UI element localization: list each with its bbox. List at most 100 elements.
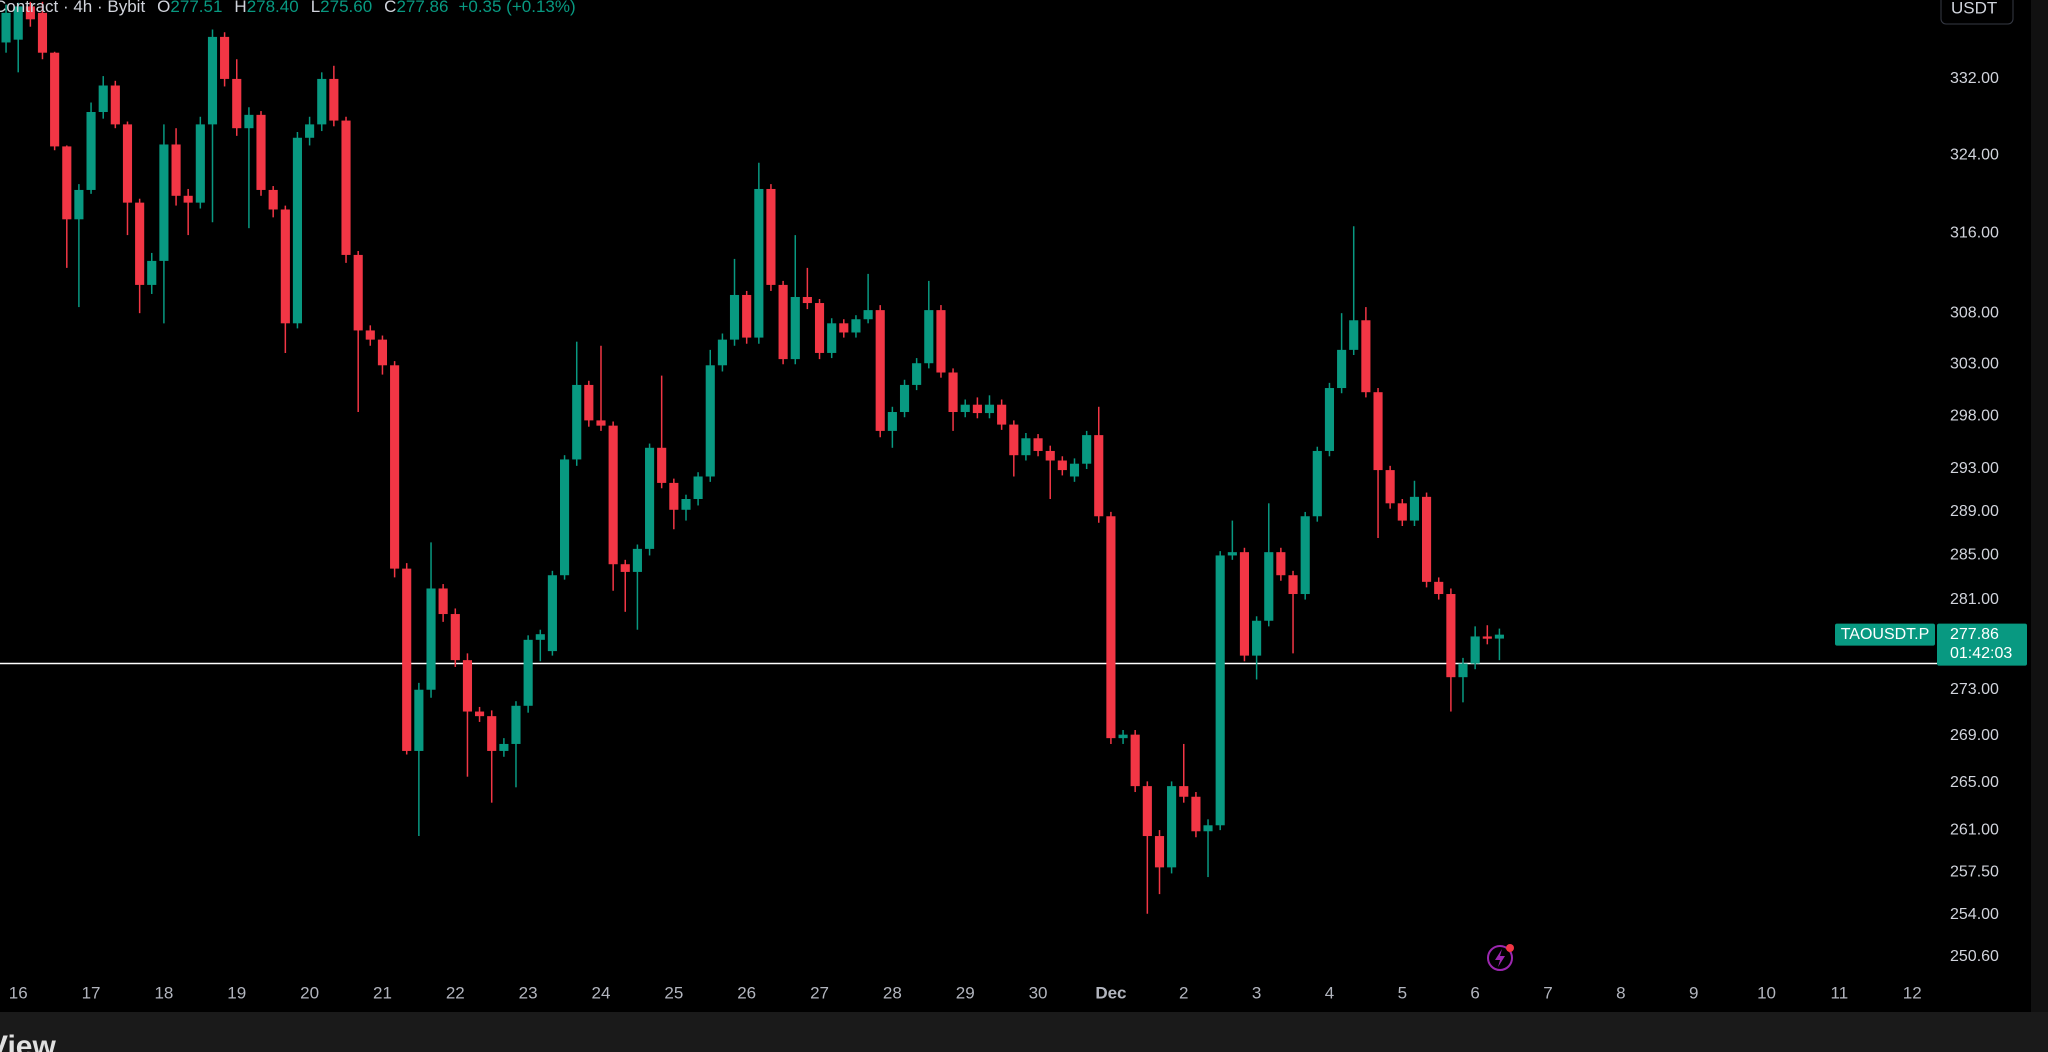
candle-body: [1482, 636, 1492, 639]
candle: [353, 250, 363, 413]
candle: [292, 132, 302, 329]
candle-body: [863, 310, 873, 320]
candle-body: [1094, 435, 1104, 517]
candle: [1009, 420, 1019, 477]
candle-body: [1082, 435, 1092, 464]
alert-icon[interactable]: [1487, 944, 1514, 971]
ohlc-value: 277.51: [170, 0, 223, 16]
ohlc-key: C: [384, 0, 397, 16]
candle: [1385, 465, 1395, 509]
candle-body: [474, 711, 485, 717]
x-tick-label: 10: [1757, 983, 1776, 1002]
candle-body: [1239, 552, 1250, 656]
candle-body: [280, 209, 290, 324]
candle-body: [1494, 634, 1504, 639]
candle: [1057, 456, 1067, 476]
candle-body: [1337, 349, 1347, 389]
candle: [827, 318, 837, 359]
candle-body: [1288, 575, 1298, 595]
candle: [1446, 588, 1456, 712]
price-tag: [1937, 623, 2027, 666]
candle-body: [292, 137, 302, 324]
x-tick-label: 24: [592, 983, 611, 1002]
candle: [705, 349, 715, 482]
candle-body: [1203, 825, 1213, 832]
candle: [997, 399, 1007, 430]
candle: [681, 494, 691, 521]
candle-body: [220, 36, 230, 79]
candle-body: [1361, 320, 1371, 393]
candle: [207, 29, 218, 223]
x-tick-label: 9: [1689, 983, 1698, 1002]
candle: [1106, 511, 1116, 744]
candle-body: [754, 188, 764, 338]
x-tick-label: 11: [1831, 983, 1849, 1002]
candle-body: [1397, 503, 1407, 521]
candle-body: [560, 459, 570, 576]
candle-body: [912, 363, 922, 385]
candle-body: [851, 319, 861, 333]
candle-body: [596, 420, 606, 426]
candle: [1045, 445, 1055, 500]
y-tick-label: 250.60: [1950, 948, 1999, 965]
candle-body: [705, 365, 715, 477]
candle: [1, 4, 11, 53]
candle: [25, 1, 35, 27]
icon-ring[interactable]: [1487, 945, 1513, 971]
candle: [414, 682, 424, 837]
candle: [1458, 657, 1468, 703]
candle-body: [620, 564, 630, 572]
right-strip: [2031, 0, 2048, 1012]
candle-body: [899, 384, 910, 413]
candle-body: [766, 188, 776, 285]
candle: [135, 198, 145, 314]
candle-body: [693, 476, 703, 500]
ohlc-value: 278.40: [246, 0, 299, 16]
candle: [280, 205, 290, 353]
candle-body: [1, 12, 11, 43]
candle: [1312, 446, 1322, 522]
candle-body: [402, 568, 412, 751]
icon-dot[interactable]: [1506, 944, 1514, 952]
candle-body: [1130, 734, 1140, 787]
candle-body: [390, 365, 400, 569]
candle-body: [183, 195, 193, 203]
candle: [1094, 406, 1104, 523]
x-tick-label: 19: [227, 983, 246, 1002]
candle-body: [1349, 320, 1359, 350]
legend-bar: Contract · 4h · Bybit O277.51 H278.40 L275.…: [0, 0, 576, 17]
candle-body: [1057, 460, 1067, 471]
y-tick-label: 308.00: [1950, 304, 1999, 321]
y-tick-label: 289.00: [1950, 503, 1999, 520]
candle: [778, 280, 788, 365]
icon-bolt[interactable]: [1495, 949, 1505, 967]
candle: [1434, 577, 1444, 600]
candle: [147, 252, 157, 294]
candle-body: [1300, 516, 1310, 595]
currency[interactable]: USDT: [1951, 0, 1997, 17]
candle: [814, 299, 825, 360]
currency-box[interactable]: [1940, 0, 2014, 25]
candle-body: [110, 85, 120, 125]
candle: [839, 319, 849, 338]
candle: [960, 399, 970, 418]
x-tick-label: 25: [664, 983, 683, 1002]
candle-body: [1446, 594, 1456, 678]
candle: [1215, 551, 1225, 831]
candle: [948, 368, 958, 431]
candle-body: [1021, 438, 1031, 456]
candle-body: [98, 85, 108, 113]
x-tick-label: 28: [883, 983, 902, 1002]
candle-body: [960, 404, 970, 413]
candle-body: [1009, 424, 1019, 456]
candle: [402, 563, 412, 755]
price-tag-value: 277.86: [1950, 626, 1999, 643]
symbol: Contract · 4h · Bybit: [0, 0, 146, 16]
candle-body: [1385, 470, 1395, 504]
candle-body: [802, 296, 812, 304]
candle: [1154, 830, 1165, 895]
candle: [887, 406, 897, 448]
candle: [365, 325, 375, 346]
candle: [341, 116, 351, 263]
candle-body: [256, 114, 266, 190]
